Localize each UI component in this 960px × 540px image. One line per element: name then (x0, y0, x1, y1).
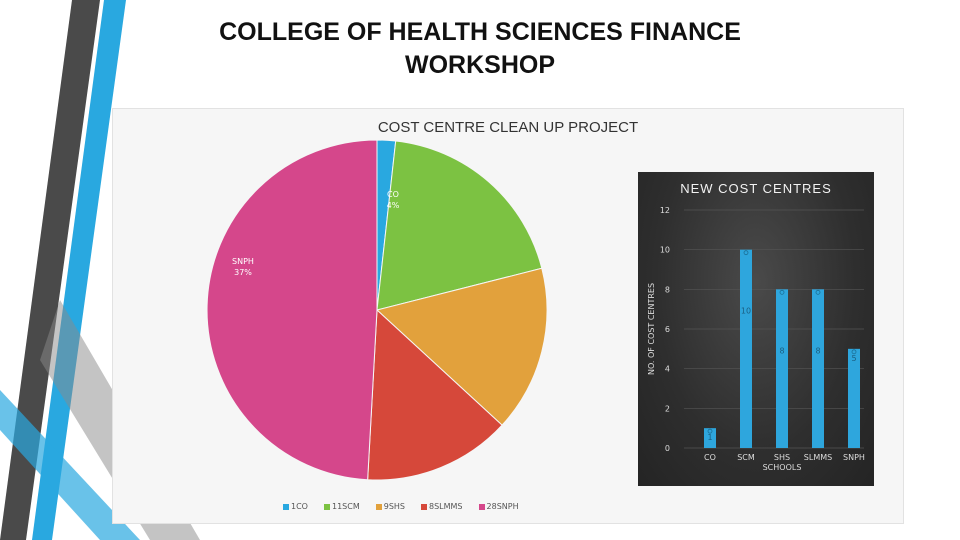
bar-chart-title: NEW COST CENTRES (680, 181, 832, 196)
x-tick-label: SLMMS (804, 453, 832, 462)
dark-stripe (0, 0, 100, 540)
bar-data-label: 8 (779, 346, 784, 355)
y-tick-label: 0 (665, 444, 670, 453)
slide-title-line-1: COLLEGE OF HEALTH SCIENCES FINANCE (219, 18, 741, 46)
blue-stripe (32, 0, 126, 540)
pie-label-snph: SNPH 37% (232, 257, 254, 277)
legend-swatch (375, 503, 382, 510)
legend-label: 8SLMMS (429, 502, 463, 511)
slide-title: COLLEGE OF HEALTH SCIENCES FINANCE WORKS… (170, 16, 790, 82)
bar-marker (851, 349, 857, 355)
pie-slice-scm (376, 140, 543, 311)
legend-item-scm: 11SCM (323, 502, 360, 511)
y-axis-label: NO. OF COST CENTRES (647, 283, 656, 375)
blue-lower-stripe (0, 390, 140, 540)
pie-label-co: CO 4% (387, 190, 400, 210)
bar-marker (779, 289, 785, 295)
pie-slice-snph (206, 139, 378, 481)
legend-item-slmms: 8SLMMS (421, 502, 463, 511)
pie-chart-title: COST CENTRE CLEAN UP PROJECT (377, 119, 639, 136)
bar-snph (848, 348, 860, 448)
x-tick-label: SNPH (843, 453, 865, 462)
bar-marker (815, 289, 821, 295)
legend-swatch (478, 503, 485, 510)
bar-scm (740, 249, 752, 448)
bar-data-label: 8 (815, 346, 820, 355)
legend-label: 1CO (291, 502, 308, 511)
bar-chart: 0 2 4 6 8 10 12 NO. OF COST CENTRES 1 CO 10 SCM 8 SHS… (647, 206, 865, 472)
bar-shs (776, 289, 788, 448)
x-axis-label: SCHOOLS (763, 463, 802, 472)
bar-marker (743, 250, 749, 256)
slide-title-line-2: WORKSHOP (405, 51, 555, 79)
bar-slmms (812, 289, 824, 448)
legend-label: 11SCM (331, 502, 360, 511)
bar-data-label: 1 (707, 433, 712, 442)
x-tick-label: SCM (737, 453, 755, 462)
x-tick-label: SHS (774, 453, 790, 462)
legend-label: 28SNPH (486, 502, 519, 511)
bar-marker (707, 428, 713, 434)
legend-swatch (421, 503, 427, 510)
legend-item-co: 1CO (283, 502, 308, 511)
legend-swatch (323, 503, 330, 510)
pie-legend: 1CO 11SCM 9SHS 8SLMMS 28SNPH (283, 502, 535, 511)
legend-item-snph: 28SNPH (478, 502, 519, 511)
legend-label: 9SHS (383, 502, 405, 511)
y-tick-label: 6 (665, 325, 670, 334)
bar-co (704, 428, 716, 448)
y-tick-label: 8 (665, 285, 670, 294)
bar-data-label: 10 (741, 307, 751, 316)
y-tick-label: 4 (665, 365, 670, 374)
x-tick-label: CO (704, 453, 716, 462)
legend-item-shs: 9SHS (375, 502, 405, 511)
bar-chart-panel: NEW COST CENTRES 0 2 4 6 8 10 12 NO. OF COST CE… (638, 172, 874, 486)
bar-data-label: 5 (851, 354, 856, 363)
pie-slice-shs (375, 267, 548, 426)
y-tick-label: 2 (665, 404, 670, 413)
pie-slice-slmms (367, 308, 503, 481)
legend-swatch (283, 503, 289, 510)
y-tick-label: 10 (660, 246, 670, 255)
y-tick-label: 12 (660, 206, 670, 215)
